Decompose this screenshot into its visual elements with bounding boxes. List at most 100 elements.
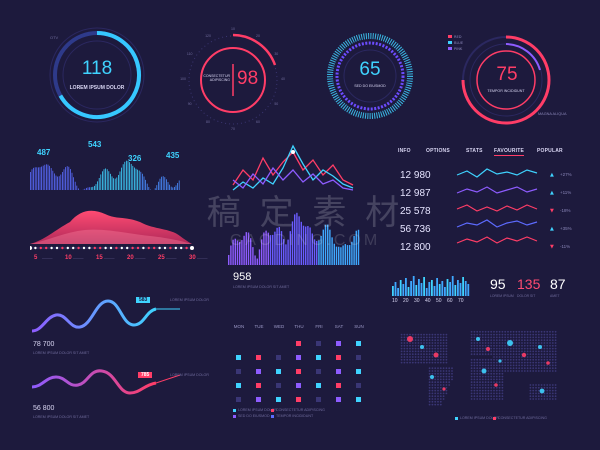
map-dot bbox=[409, 350, 411, 353]
calendar-cell[interactable] bbox=[336, 341, 341, 346]
map-dot bbox=[529, 370, 532, 372]
map-dot bbox=[535, 389, 537, 392]
map-dot bbox=[518, 367, 521, 370]
map-dot bbox=[481, 384, 484, 386]
map-dot bbox=[428, 378, 431, 381]
area-x-label: 25 bbox=[158, 255, 165, 261]
map-dot bbox=[498, 342, 501, 344]
calendar-cell[interactable] bbox=[336, 355, 341, 360]
map-dot bbox=[442, 358, 445, 361]
map-dot bbox=[434, 386, 437, 389]
calendar-cell[interactable] bbox=[356, 355, 361, 360]
gauge-2-value: 98 bbox=[237, 68, 259, 89]
mini-bar bbox=[451, 276, 454, 296]
calendar-cell[interactable] bbox=[316, 397, 321, 402]
hist-bar bbox=[289, 231, 291, 265]
wave-bar bbox=[174, 186, 175, 190]
calendar-cell[interactable] bbox=[296, 355, 301, 360]
calendar-cell[interactable] bbox=[256, 369, 261, 374]
map-dot bbox=[481, 336, 484, 339]
map-dot bbox=[490, 344, 493, 347]
calendar-cell[interactable] bbox=[236, 397, 241, 402]
calendar-cell[interactable] bbox=[296, 341, 301, 346]
calendar-cell[interactable] bbox=[296, 369, 301, 374]
dial-tick-label: 50 bbox=[274, 102, 279, 106]
calendar-cell[interactable] bbox=[316, 369, 321, 374]
calendar-cell[interactable] bbox=[276, 383, 281, 388]
map-dot bbox=[490, 375, 493, 378]
map-dot bbox=[487, 381, 490, 384]
map-dot bbox=[515, 336, 518, 339]
map-dot bbox=[403, 347, 406, 350]
mini-x-label: 20 bbox=[403, 298, 409, 304]
calendar-cell[interactable] bbox=[336, 397, 341, 402]
map-dot bbox=[428, 356, 431, 358]
map-dot bbox=[448, 370, 451, 372]
tab-popular[interactable]: POPULAR bbox=[537, 148, 563, 154]
map-dot bbox=[507, 333, 509, 336]
calendar-cell[interactable] bbox=[276, 397, 281, 402]
wave-bar bbox=[118, 174, 119, 190]
map-dot bbox=[523, 333, 526, 336]
wave-bar bbox=[65, 167, 66, 190]
calendar-cell[interactable] bbox=[256, 355, 261, 360]
calendar-cell[interactable] bbox=[336, 383, 341, 388]
calendar-day-fri: FRI bbox=[315, 324, 323, 329]
map-dot bbox=[428, 367, 431, 370]
tab-options[interactable]: OPTIONS bbox=[426, 148, 450, 154]
map-dot bbox=[529, 356, 532, 358]
hist-bar bbox=[338, 246, 340, 265]
map-dot bbox=[487, 367, 490, 370]
map-dot bbox=[543, 356, 546, 358]
calendar-cell[interactable] bbox=[316, 355, 321, 360]
calendar-cell[interactable] bbox=[236, 369, 241, 374]
map-dot bbox=[487, 378, 490, 381]
calendar-cell[interactable] bbox=[316, 383, 321, 388]
map-dot bbox=[428, 392, 431, 395]
calendar-cell[interactable] bbox=[236, 383, 241, 388]
tab-favourite[interactable]: FAVOURITE bbox=[494, 148, 525, 156]
map-dot bbox=[476, 395, 479, 398]
calendar-cell[interactable] bbox=[356, 369, 361, 374]
calendar-cell[interactable] bbox=[356, 397, 361, 402]
map-dot bbox=[445, 339, 448, 342]
calendar-cell[interactable] bbox=[296, 397, 301, 402]
map-dot bbox=[442, 333, 445, 336]
map-dot bbox=[434, 350, 437, 353]
map-dot bbox=[470, 367, 473, 370]
mini-bar bbox=[462, 277, 464, 296]
map-dot bbox=[501, 347, 504, 350]
calendar-cell[interactable] bbox=[276, 355, 281, 360]
calendar-cell[interactable] bbox=[296, 383, 301, 388]
calendar-cell[interactable] bbox=[276, 369, 281, 374]
map-dot bbox=[529, 358, 532, 361]
area-dot bbox=[50, 246, 53, 250]
calendar-cell[interactable] bbox=[336, 369, 341, 374]
calendar-cell[interactable] bbox=[356, 383, 361, 388]
area-dot bbox=[104, 246, 107, 250]
map-dot bbox=[451, 375, 453, 378]
map-dot bbox=[439, 361, 442, 364]
map-dot bbox=[504, 370, 507, 372]
gauge-3 bbox=[327, 33, 413, 119]
area-dot bbox=[158, 246, 161, 250]
calendar-cell[interactable] bbox=[356, 341, 361, 346]
calendar-cell[interactable] bbox=[316, 341, 321, 346]
calendar-cell[interactable] bbox=[256, 383, 261, 388]
map-dot bbox=[504, 342, 507, 344]
map-dot bbox=[437, 342, 439, 344]
calendar-legend-swatch bbox=[271, 415, 274, 418]
map-dot bbox=[476, 370, 479, 372]
calendar-day-sun: SUN bbox=[354, 324, 364, 329]
tab-info[interactable]: INFO bbox=[398, 148, 411, 154]
calendar-cell[interactable] bbox=[236, 355, 241, 360]
map-dot bbox=[417, 350, 420, 353]
map-dot bbox=[490, 361, 493, 364]
map-dot bbox=[551, 358, 554, 361]
calendar-cell[interactable] bbox=[256, 397, 261, 402]
map-dot bbox=[512, 364, 515, 367]
tab-stats[interactable]: STATS bbox=[466, 148, 483, 154]
map-dot bbox=[540, 356, 543, 358]
map-dot bbox=[420, 333, 423, 336]
table-row-pct: -11% bbox=[560, 244, 571, 249]
